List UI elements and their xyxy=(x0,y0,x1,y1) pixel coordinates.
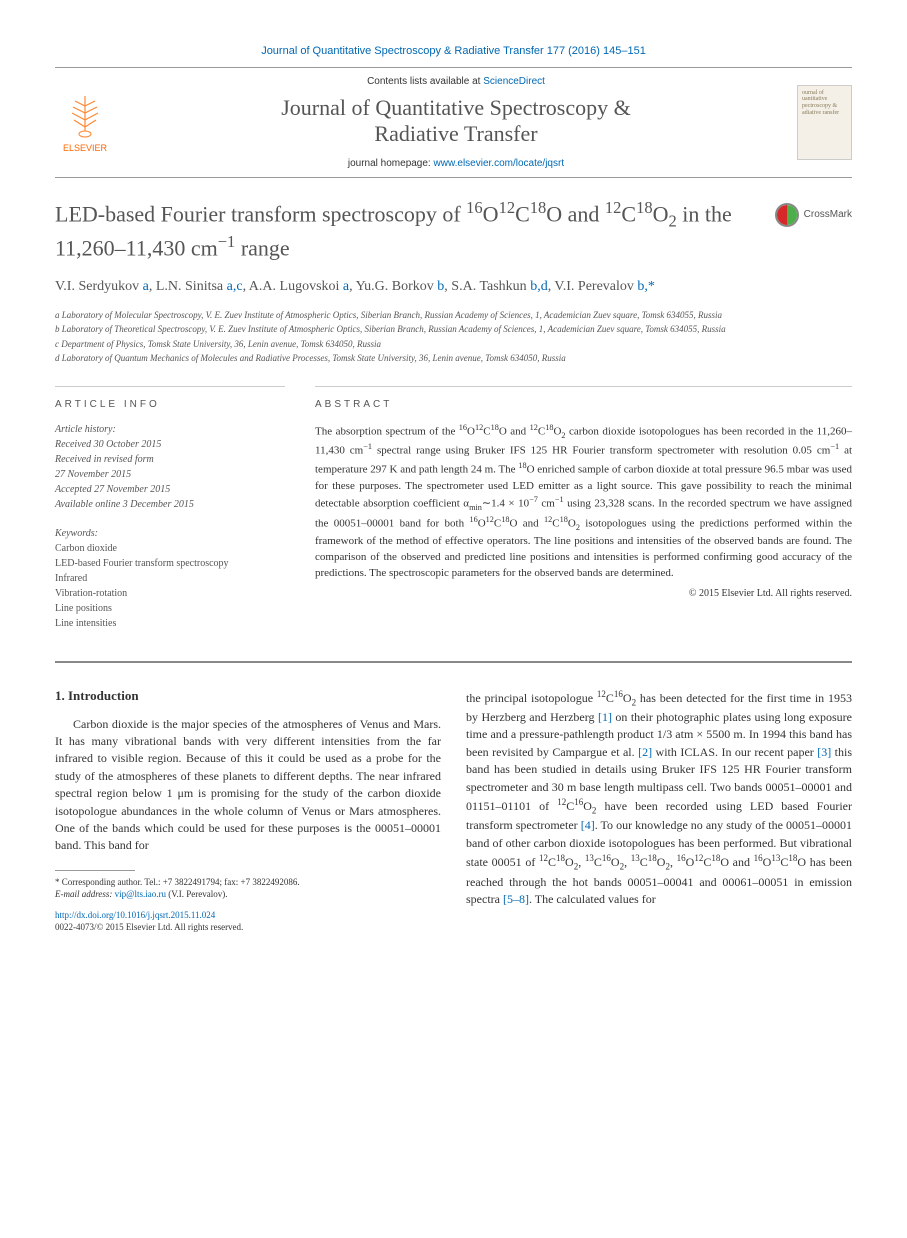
received-date: Received 30 October 2015 xyxy=(55,439,161,450)
abstract-copyright: © 2015 Elsevier Ltd. All rights reserved… xyxy=(315,588,852,599)
affiliation-d: d Laboratory of Quantum Mechanics of Mol… xyxy=(55,352,852,366)
corresponding-text: * Corresponding author. Tel.: +7 3822491… xyxy=(55,877,300,887)
issn-copyright: 0022-4073/© 2015 Elsevier Ltd. All right… xyxy=(55,922,243,932)
journal-name-line1: Journal of Quantitative Spectroscopy & xyxy=(281,95,630,120)
affiliation-a: a Laboratory of Molecular Spectroscopy, … xyxy=(55,309,852,323)
email-label: E-mail address: xyxy=(55,889,115,899)
journal-cover-thumbnail[interactable]: ournal of uantitative pectroscopy & adia… xyxy=(797,85,852,160)
keyword-2: Infrared xyxy=(55,573,87,584)
keyword-1: LED-based Fourier transform spectroscopy xyxy=(55,558,229,569)
revised-line2: 27 November 2015 xyxy=(55,469,131,480)
abstract-header: ABSTRACT xyxy=(315,386,852,410)
keyword-0: Carbon dioxide xyxy=(55,543,117,554)
footnote-divider xyxy=(55,870,135,871)
keyword-3: Vibration-rotation xyxy=(55,588,127,599)
body-divider xyxy=(55,661,852,663)
email-link[interactable]: vip@lts.iao.ru xyxy=(115,889,166,899)
article-history: Article history: Received 30 October 201… xyxy=(55,422,285,512)
banner-center: Contents lists available at ScienceDirec… xyxy=(115,76,797,169)
journal-name: Journal of Quantitative Spectroscopy & R… xyxy=(115,95,797,148)
affiliation-b: b Laboratory of Theoretical Spectroscopy… xyxy=(55,323,852,337)
elsevier-tree-icon xyxy=(60,91,110,141)
keywords-block: Keywords: Carbon dioxide LED-based Fouri… xyxy=(55,526,285,631)
bottom-info: http://dx.doi.org/10.1016/j.jqsrt.2015.1… xyxy=(55,909,441,934)
keywords-label: Keywords: xyxy=(55,526,285,541)
history-label: Article history: xyxy=(55,424,116,435)
crossmark-badge[interactable]: CrossMark xyxy=(775,203,852,227)
abstract-text: The absorption spectrum of the 16O12C18O… xyxy=(315,422,852,582)
doi-link[interactable]: http://dx.doi.org/10.1016/j.jqsrt.2015.1… xyxy=(55,910,215,920)
keyword-4: Line positions xyxy=(55,603,112,614)
homepage-link[interactable]: www.elsevier.com/locate/jqsrt xyxy=(434,158,565,169)
body-column-left: 1. Introduction Carbon dioxide is the ma… xyxy=(55,688,441,935)
contents-line: Contents lists available at ScienceDirec… xyxy=(115,76,797,87)
journal-name-line2: Radiative Transfer xyxy=(374,121,537,146)
abstract-column: ABSTRACT The absorption spectrum of the … xyxy=(315,386,852,631)
article-info-header: ARTICLE INFO xyxy=(55,386,285,410)
page-container: Journal of Quantitative Spectroscopy & R… xyxy=(0,0,907,979)
section-title-introduction: 1. Introduction xyxy=(55,688,441,704)
crossmark-label: CrossMark xyxy=(804,209,852,220)
authors-list: V.I. Serdyukov a, L.N. Sinitsa a,c, A.A.… xyxy=(55,277,852,297)
article-title: LED-based Fourier transform spectroscopy… xyxy=(55,198,755,262)
accepted-date: Accepted 27 November 2015 xyxy=(55,484,170,495)
homepage-prefix: journal homepage: xyxy=(348,158,434,169)
header-citation: Journal of Quantitative Spectroscopy & R… xyxy=(55,45,852,57)
email-name: (V.I. Perevalov). xyxy=(166,889,228,899)
intro-text-col1: Carbon dioxide is the major species of t… xyxy=(55,716,441,855)
crossmark-icon xyxy=(775,203,799,227)
intro-text-col2: the principal isotopologue 12C16O2 has b… xyxy=(466,688,852,909)
body-column-right: the principal isotopologue 12C16O2 has b… xyxy=(466,688,852,935)
contents-prefix: Contents lists available at xyxy=(367,76,483,87)
elsevier-logo[interactable]: ELSEVIER xyxy=(55,91,115,153)
sciencedirect-link[interactable]: ScienceDirect xyxy=(483,76,545,87)
corresponding-author-footnote: * Corresponding author. Tel.: +7 3822491… xyxy=(55,876,441,901)
affiliations: a Laboratory of Molecular Spectroscopy, … xyxy=(55,309,852,366)
elsevier-text: ELSEVIER xyxy=(63,143,107,153)
revised-line1: Received in revised form xyxy=(55,454,154,465)
body-columns: 1. Introduction Carbon dioxide is the ma… xyxy=(55,688,852,935)
info-abstract-row: ARTICLE INFO Article history: Received 3… xyxy=(55,386,852,631)
article-info-column: ARTICLE INFO Article history: Received 3… xyxy=(55,386,285,631)
keyword-5: Line intensities xyxy=(55,618,116,629)
title-row: LED-based Fourier transform spectroscopy… xyxy=(55,198,852,262)
affiliation-c: c Department of Physics, Tomsk State Uni… xyxy=(55,338,852,352)
homepage-line: journal homepage: www.elsevier.com/locat… xyxy=(115,158,797,169)
online-date: Available online 3 December 2015 xyxy=(55,499,194,510)
journal-banner: ELSEVIER Contents lists available at Sci… xyxy=(55,67,852,178)
